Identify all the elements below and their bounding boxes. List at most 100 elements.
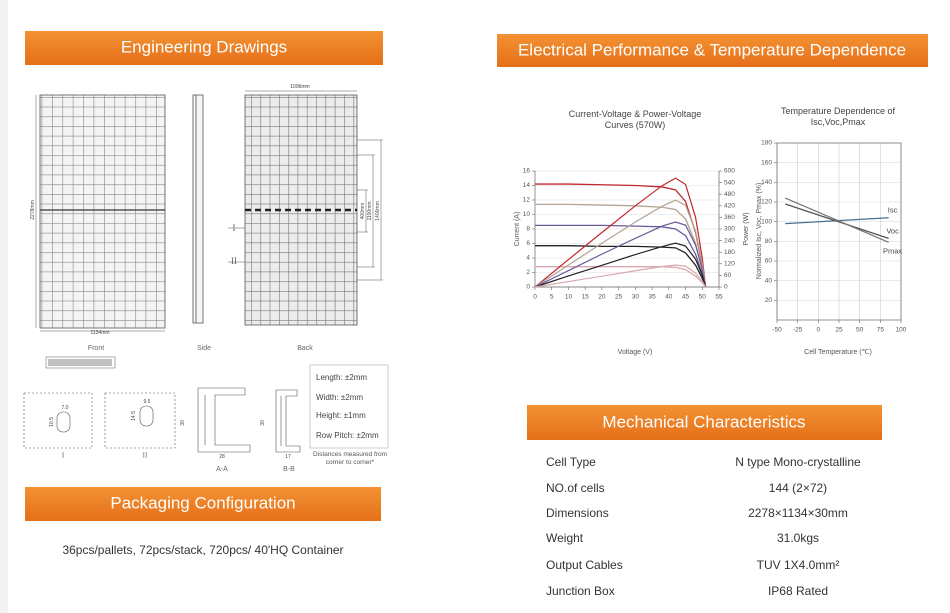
x-tick-label: 100 — [896, 327, 907, 334]
y-tick-label: 4 — [526, 255, 530, 262]
side-view — [192, 94, 204, 324]
dimension: 1100mm — [367, 201, 373, 220]
y-tick-label: 8 — [526, 226, 530, 233]
y2-tick-label: 360 — [724, 214, 735, 221]
x-axis-label: Cell Temperature (℃) — [804, 349, 872, 356]
y-tick-label: 14 — [523, 182, 531, 189]
section-title: Mechanical Characteristics — [602, 412, 805, 431]
chart-title: Temperature Dependence of Isc,Voc,Pmax — [780, 106, 896, 127]
y-tick-label: 140 — [761, 179, 772, 186]
spec-label: Cell Type — [546, 455, 596, 469]
spec-value: N type Mono-crystalline — [735, 455, 861, 469]
detail-label: A-A — [216, 466, 228, 473]
y-tick-label: 60 — [765, 258, 773, 265]
y-tick-label: 40 — [765, 277, 773, 284]
spec-value: 31.0kgs — [777, 531, 819, 545]
x-tick-label: -50 — [772, 327, 782, 334]
spec-value: 2278×1134×30mm — [748, 506, 848, 520]
y-tick-label: 180 — [761, 140, 772, 147]
dimension: 30 — [260, 420, 266, 426]
dimension: 28 — [219, 454, 225, 460]
section-mark: I — [233, 223, 236, 233]
series-line — [534, 242, 707, 288]
header-bar — [497, 34, 928, 67]
y-tick-label: 16 — [523, 168, 531, 175]
dimension: 1400mm — [375, 201, 381, 220]
x-tick-label: 25 — [615, 294, 623, 301]
spec-label: Dimensions — [546, 506, 609, 520]
y2-tick-label: 120 — [724, 261, 735, 268]
series-line — [535, 266, 707, 288]
dimension: 1096mm — [290, 84, 309, 90]
dimension: 17 — [285, 454, 291, 460]
x-tick-label: 5 — [550, 294, 554, 301]
series-label: Pmax — [883, 246, 902, 255]
y2-tick-label: 60 — [724, 272, 732, 279]
chart-title: Current-Voltage & Power-Voltage Curves (… — [568, 109, 702, 130]
x-tick-label: 15 — [582, 294, 590, 301]
spec-label: Junction Box — [546, 584, 615, 598]
tolerance: Height: ±1mm — [316, 411, 366, 420]
spec-value: 144 (2×72) — [769, 481, 827, 495]
detail-drawing — [23, 364, 389, 453]
plot-frame — [776, 142, 902, 321]
series-line — [534, 221, 707, 288]
y2-tick-label: 540 — [724, 179, 735, 186]
x-tick-label: 25 — [835, 327, 843, 334]
dimension: 14.5 — [131, 411, 137, 421]
section-title: Engineering Drawings — [121, 37, 287, 56]
dimension: 400mm — [360, 203, 366, 220]
y2-tick-label: 600 — [724, 168, 735, 175]
y-tick-label: 12 — [523, 197, 531, 204]
series-line — [535, 224, 707, 288]
y2-tick-label: 0 — [724, 284, 728, 291]
series-line — [535, 183, 707, 288]
y-tick-label: 100 — [761, 218, 772, 225]
axis-line — [534, 171, 720, 288]
y-tick-label: 0 — [526, 284, 530, 291]
view-label: Back — [297, 345, 313, 352]
x-tick-label: 75 — [877, 327, 885, 334]
header-bar — [25, 487, 381, 521]
dimension: 1134mm — [90, 330, 109, 336]
dimension: 10.5 — [49, 417, 55, 427]
y-tick-label: 2 — [526, 269, 530, 276]
back-view — [228, 90, 383, 326]
x-tick-label: 35 — [648, 294, 656, 301]
left-strip — [0, 0, 8, 613]
y2-tick-label: 420 — [724, 203, 735, 210]
y-tick-label: 10 — [523, 211, 531, 218]
tolerance: Length: ±2mm — [316, 373, 367, 382]
x-tick-label: 30 — [632, 294, 640, 301]
section-title: Packaging Configuration — [110, 493, 295, 512]
y-tick-label: 80 — [765, 238, 773, 245]
view-label: Side — [197, 345, 211, 352]
spec-value: TUV 1X4.0mm² — [757, 558, 840, 572]
header-bar — [25, 31, 383, 65]
dimension: 2278mm — [30, 200, 36, 219]
section-title: Electrical Performance & Temperature Dep… — [518, 40, 906, 59]
note: Distances measured from corner to corner… — [312, 451, 388, 466]
detail-label: II — [143, 452, 148, 460]
x-tick-label: -25 — [793, 327, 803, 334]
spec-label: Output Cables — [546, 558, 623, 572]
series-label: Isc — [888, 206, 898, 215]
x-tick-label: 55 — [715, 294, 723, 301]
x-tick-label: 40 — [665, 294, 673, 301]
series-line — [785, 203, 889, 239]
y2-tick-label: 300 — [724, 226, 735, 233]
series-label: Voc — [886, 226, 899, 235]
x-tick-label: 45 — [682, 294, 690, 301]
y-tick-label: 6 — [526, 240, 530, 247]
spec-label: NO.of cells — [546, 481, 605, 495]
y2-tick-label: 480 — [724, 191, 735, 198]
header-bar — [527, 405, 882, 440]
y2-tick-label: 180 — [724, 249, 735, 256]
x-tick-label: 0 — [817, 327, 821, 334]
tolerance: Row Pitch: ±2mm — [316, 431, 379, 440]
barcode — [45, 356, 116, 369]
x-tick-label: 0 — [533, 294, 537, 301]
spec-value: IP68 Rated — [768, 584, 828, 598]
